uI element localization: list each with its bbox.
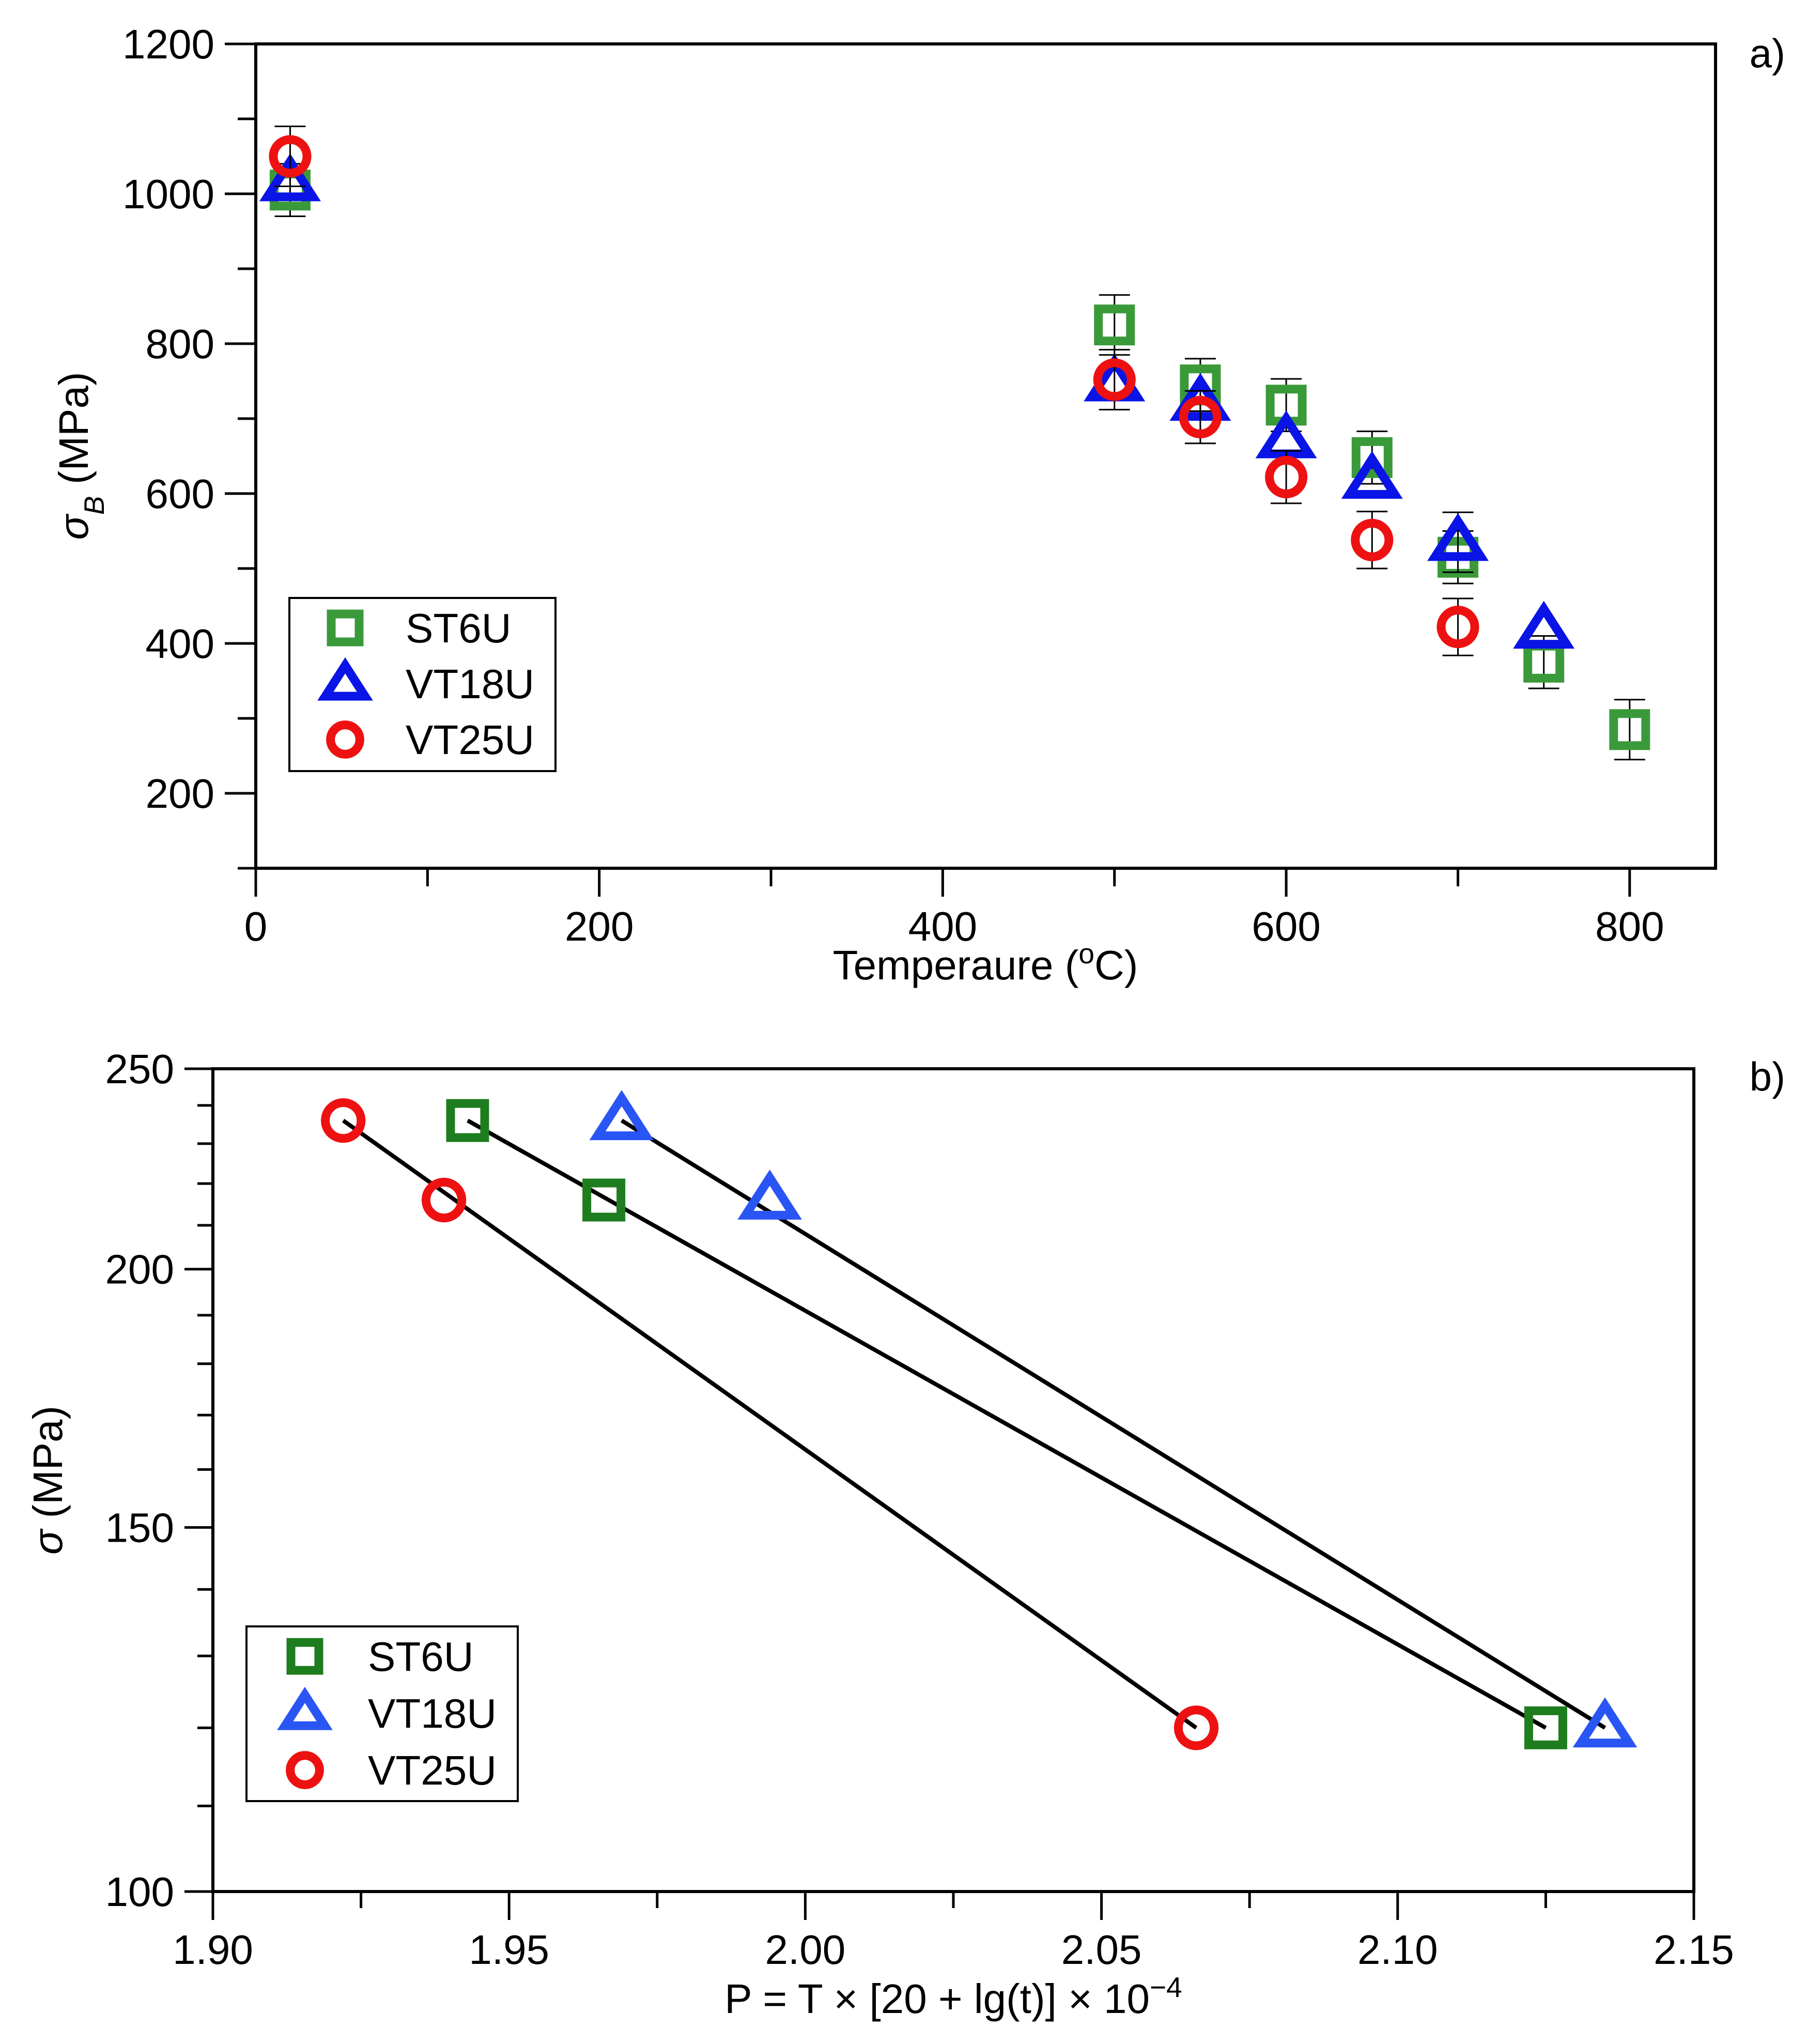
panel-b-legend: ST6U VT18U VT25U bbox=[245, 1625, 519, 1802]
data-point-VT18U bbox=[1341, 451, 1403, 499]
panel-b-y-ticks: 100 150 200 250 bbox=[105, 1046, 213, 1915]
legend-marker-VT18U bbox=[277, 1686, 333, 1730]
data-point-VT25U bbox=[421, 1177, 467, 1223]
x-tick-label: 2.10 bbox=[1357, 1927, 1438, 1973]
data-point-ST6U bbox=[1524, 1706, 1567, 1749]
data-point-VT18U bbox=[259, 153, 321, 202]
panel-a-x-ticks: 0 200 400 600 800 bbox=[244, 868, 1664, 949]
panel-a-temperature-strength-chart: 200 400 600 800 1000 1200 0 200 400 600 800 ST6U V… bbox=[51, 21, 1785, 988]
y-tick-label: 100 bbox=[105, 1869, 174, 1915]
panel-b-larson-miller-chart: 100 150 200 250 1.90 1.95 2.00 2.05 2.10 2.15 ST… bbox=[25, 1046, 1785, 2022]
data-point-VT18U bbox=[1513, 601, 1575, 649]
fit-line-VT25U bbox=[342, 1118, 1198, 1730]
data-point-VT18U bbox=[737, 1169, 802, 1220]
legend-marker-VT25U bbox=[286, 1751, 324, 1789]
x-tick-label: 600 bbox=[1252, 903, 1320, 949]
x-tick-label: 2.05 bbox=[1061, 1927, 1142, 1973]
y-tick-label: 1200 bbox=[122, 21, 214, 67]
y-tick-label: 200 bbox=[146, 771, 214, 817]
data-point-ST6U bbox=[1609, 709, 1650, 750]
x-tick-label: 400 bbox=[908, 903, 977, 949]
legend-label-ST6U: ST6U bbox=[368, 1634, 474, 1680]
legend-marker-VT18U bbox=[317, 657, 373, 701]
x-tick-label: 1.95 bbox=[469, 1927, 549, 1973]
series-ST6U bbox=[446, 1099, 1567, 1749]
data-point-VT25U bbox=[321, 1098, 366, 1143]
legend-marker-ST6U bbox=[327, 609, 364, 647]
data-point-VT25U bbox=[1173, 1705, 1219, 1750]
data-point-ST6U bbox=[1094, 304, 1135, 346]
panel-b-label: b) bbox=[1750, 1054, 1785, 1099]
series-VT25U bbox=[269, 126, 1479, 656]
panel-a-label: a) bbox=[1750, 30, 1785, 76]
y-tick-label: 600 bbox=[146, 471, 214, 517]
panel-a-y-axis-title: σB (MPa) bbox=[51, 372, 110, 540]
panel-b-x-ticks: 1.90 1.95 2.00 2.05 2.10 2.15 bbox=[173, 1892, 1734, 1973]
x-tick-label: 1.90 bbox=[173, 1927, 253, 1973]
data-point-VT18U bbox=[1572, 1697, 1638, 1748]
x-tick-label: 200 bbox=[565, 903, 634, 949]
legend-label-VT18U: VT18U bbox=[368, 1690, 497, 1736]
panel-a-series bbox=[259, 126, 1650, 761]
x-tick-label: 800 bbox=[1595, 903, 1664, 949]
data-point-ST6U bbox=[582, 1178, 626, 1222]
legend-label-VT25U: VT25U bbox=[406, 717, 534, 763]
data-point-VT18U bbox=[1427, 513, 1489, 561]
panel-a-legend: ST6U VT18U VT25U bbox=[288, 597, 557, 772]
legend-marker-VT25U bbox=[326, 720, 364, 759]
series-VT18U bbox=[589, 1090, 1638, 1748]
panel-b-fit-lines bbox=[342, 1118, 1607, 1730]
panel-a-plot-frame bbox=[254, 42, 1717, 870]
data-point-ST6U bbox=[1351, 437, 1393, 478]
y-tick-label: 150 bbox=[105, 1505, 174, 1551]
x-tick-label: 0 bbox=[244, 903, 268, 949]
y-tick-label: 800 bbox=[146, 321, 214, 367]
legend-label-VT18U: VT18U bbox=[406, 661, 534, 707]
data-point-VT25U bbox=[1437, 606, 1479, 649]
y-tick-label: 250 bbox=[105, 1046, 174, 1092]
x-tick-label: 2.15 bbox=[1654, 1927, 1734, 1973]
fit-line-ST6U bbox=[466, 1118, 1547, 1730]
series-VT25U bbox=[321, 1098, 1219, 1750]
data-point-VT25U bbox=[1351, 518, 1394, 561]
panel-a-x-axis-title: Temperaure (oC) bbox=[833, 938, 1138, 988]
y-tick-label: 400 bbox=[146, 621, 214, 667]
series-VT18U bbox=[259, 153, 1575, 649]
panel-b-series bbox=[321, 1090, 1638, 1750]
data-point-ST6U bbox=[446, 1099, 489, 1142]
fit-line-VT18U bbox=[620, 1118, 1607, 1730]
data-point-VT25U bbox=[1179, 396, 1222, 439]
legend-label-VT25U: VT25U bbox=[368, 1747, 497, 1793]
x-tick-label: 2.00 bbox=[765, 1927, 846, 1973]
legend-marker-ST6U bbox=[286, 1638, 323, 1675]
data-point-VT18U bbox=[589, 1090, 654, 1141]
y-tick-label: 200 bbox=[105, 1247, 174, 1293]
data-point-VT25U bbox=[1093, 358, 1136, 401]
legend-label-ST6U: ST6U bbox=[406, 605, 512, 651]
data-point-VT25U bbox=[1265, 456, 1308, 499]
y-tick-label: 1000 bbox=[122, 171, 214, 217]
data-point-VT25U bbox=[269, 135, 312, 178]
panel-a-y-ticks: 200 400 600 800 1000 1200 bbox=[122, 21, 256, 870]
panel-b-y-axis-title: σ (MPa) bbox=[25, 1406, 71, 1555]
panel-b-x-axis-title: P = T × [20 + lg(t)] × 10−4 bbox=[724, 1971, 1182, 2022]
